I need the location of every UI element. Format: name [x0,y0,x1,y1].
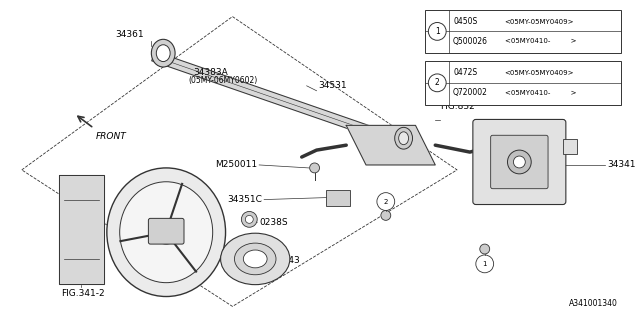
Text: 0472S: 0472S [453,68,477,77]
Text: 34531: 34531 [319,81,347,90]
Circle shape [381,211,391,220]
FancyBboxPatch shape [491,135,548,189]
Text: <05MY-05MY0409>: <05MY-05MY0409> [504,19,574,25]
Text: 1: 1 [435,27,440,36]
Bar [426,61,621,105]
Text: 34383A: 34383A [193,68,228,77]
Ellipse shape [221,233,290,285]
Text: FIG.341-2: FIG.341-2 [61,289,105,298]
Circle shape [476,255,493,273]
Text: 1: 1 [483,261,487,267]
Text: <05MY-05MY0409>: <05MY-05MY0409> [504,70,574,76]
Text: 34341: 34341 [607,160,636,170]
Ellipse shape [234,243,276,275]
Ellipse shape [107,168,225,297]
Ellipse shape [243,250,267,268]
Text: FIG.343: FIG.343 [265,256,300,265]
Text: 2: 2 [435,78,440,87]
Circle shape [310,163,319,173]
Text: 0238S: 0238S [259,218,288,227]
Text: 0450S: 0450S [453,17,477,26]
Circle shape [513,156,525,168]
Text: FIG.832: FIG.832 [440,101,475,110]
Ellipse shape [151,39,175,67]
FancyBboxPatch shape [148,218,184,244]
Bar [326,190,350,205]
Text: Q720002: Q720002 [453,88,488,97]
Text: Q500026: Q500026 [453,37,488,46]
Circle shape [508,150,531,174]
Bar [563,139,577,154]
Polygon shape [346,125,435,165]
Circle shape [428,22,446,40]
Ellipse shape [395,127,413,149]
Circle shape [428,74,446,92]
Text: <05MY0410-         >: <05MY0410- > [504,90,576,96]
Bar [426,10,621,53]
Text: A341001340: A341001340 [570,300,618,308]
Polygon shape [152,52,412,150]
FancyBboxPatch shape [473,119,566,204]
Ellipse shape [120,182,212,283]
Text: M250011: M250011 [215,160,257,170]
Polygon shape [60,175,104,284]
Circle shape [154,220,178,244]
Text: 34361: 34361 [115,30,143,39]
Text: 34351C: 34351C [227,195,262,204]
Text: <05MY0410-         >: <05MY0410- > [504,38,576,44]
Text: FRONT: FRONT [96,132,127,141]
Circle shape [480,244,490,254]
Text: 2: 2 [383,198,388,204]
Text: (05MY-06MY0602): (05MY-06MY0602) [188,76,257,85]
Circle shape [377,193,395,211]
Circle shape [245,215,253,223]
Ellipse shape [156,45,170,61]
Circle shape [241,212,257,227]
Ellipse shape [399,132,408,145]
